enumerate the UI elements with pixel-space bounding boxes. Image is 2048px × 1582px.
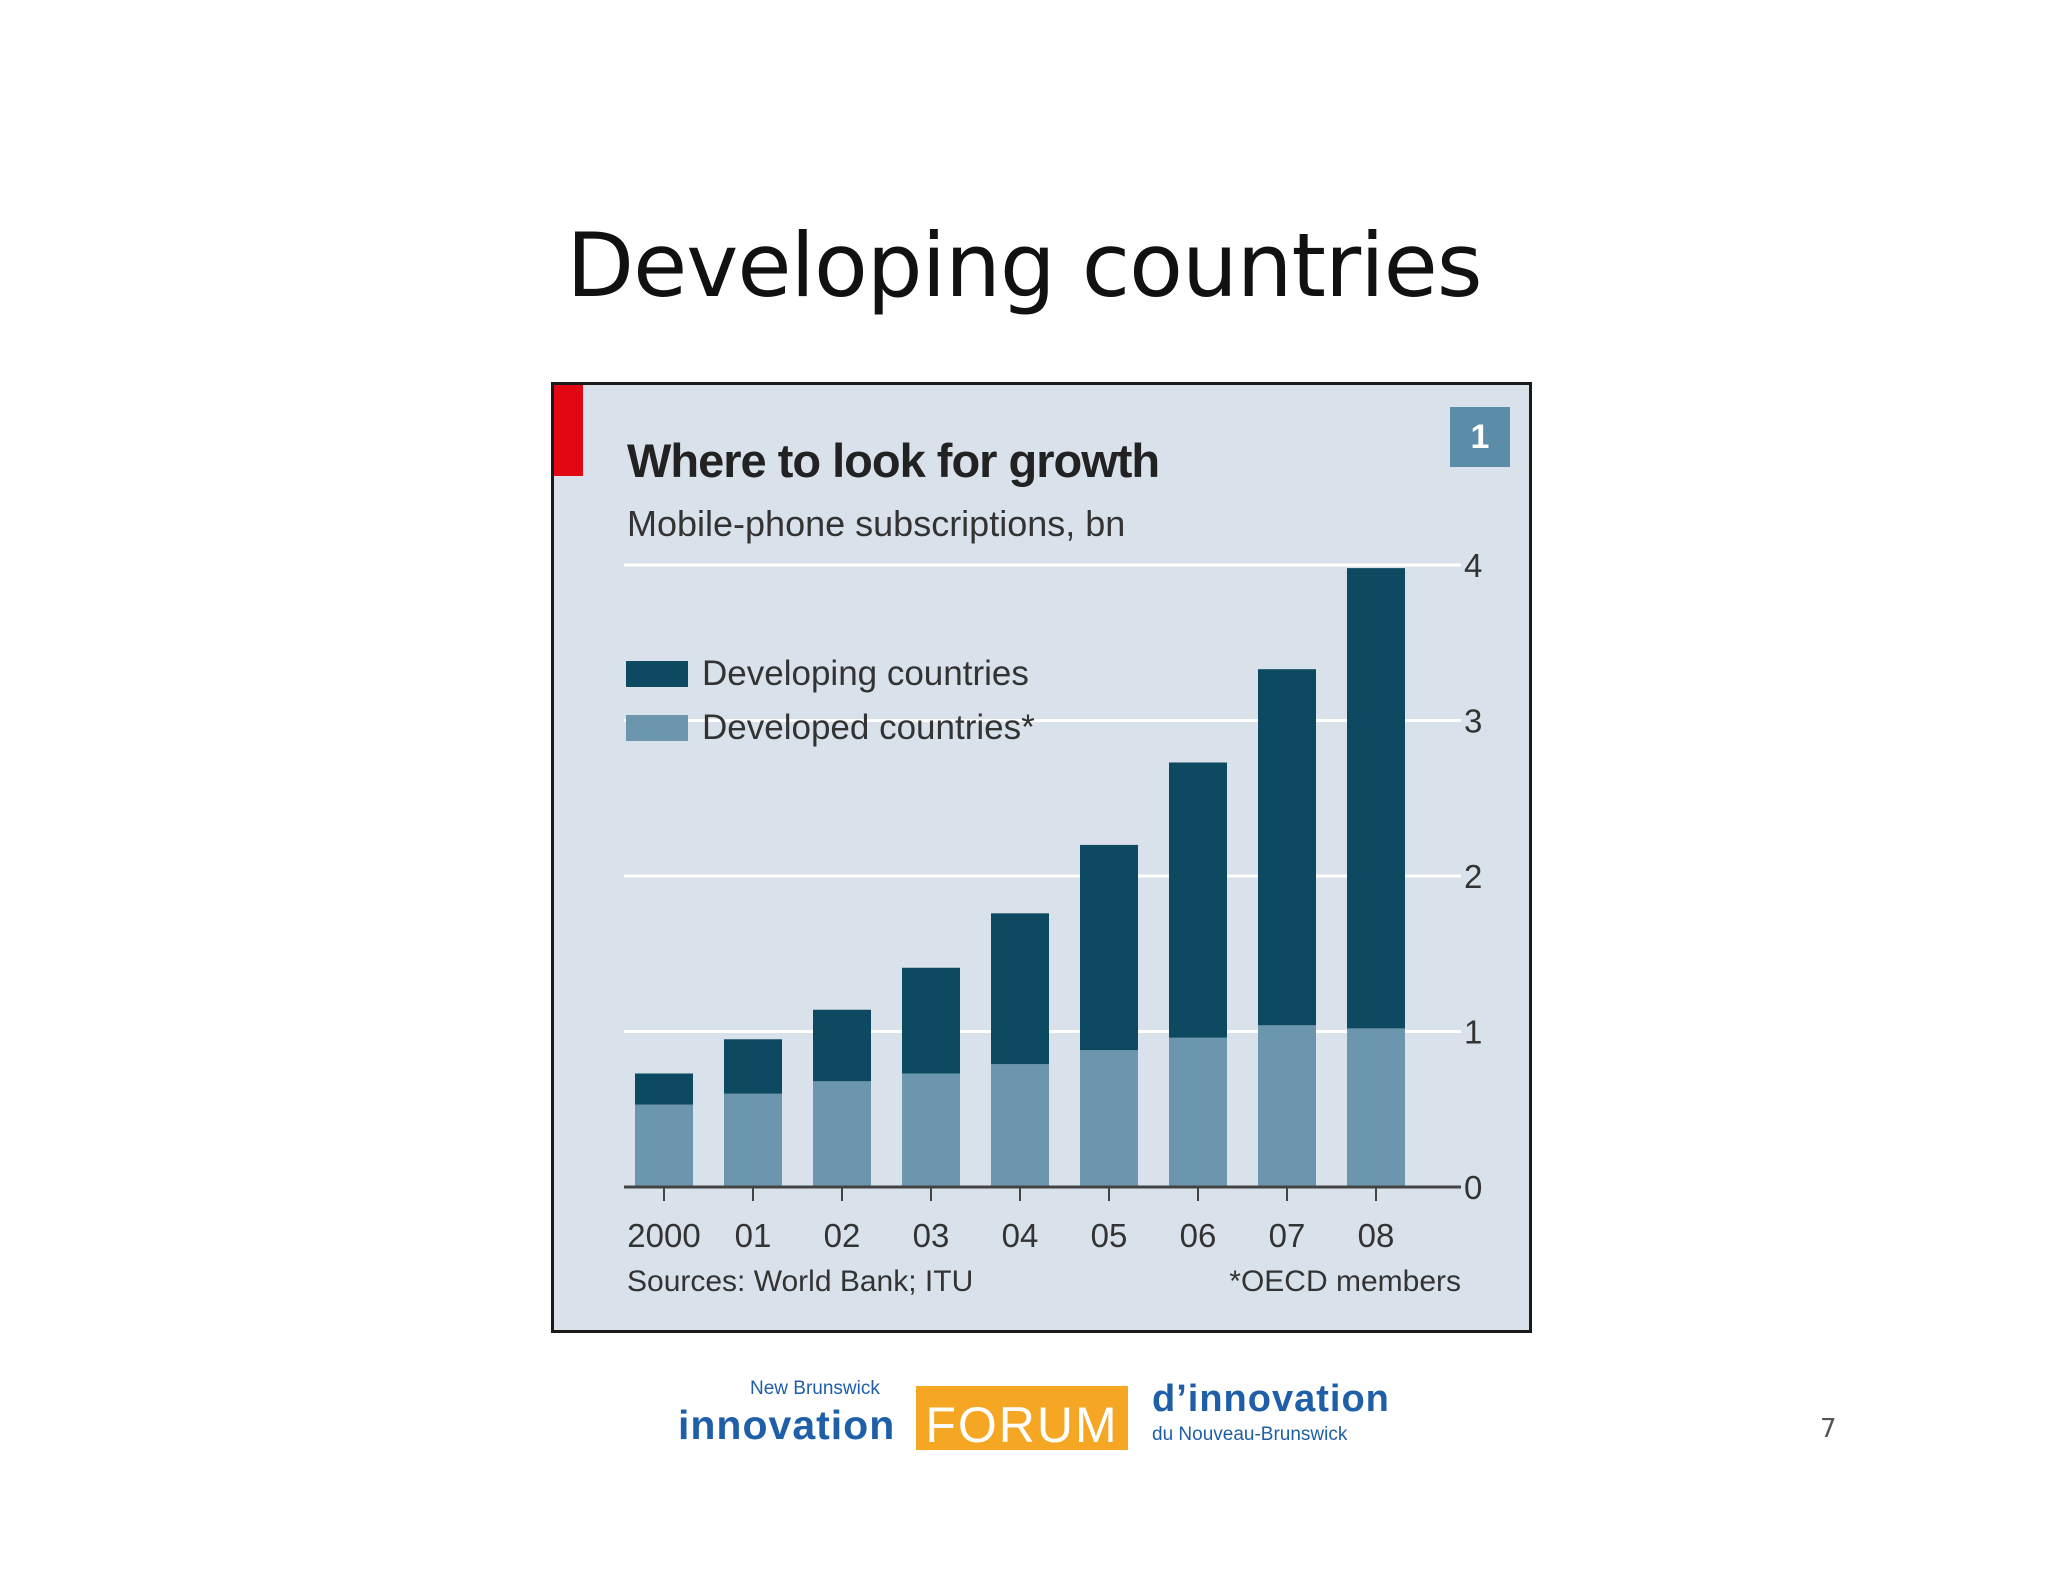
bar-developed [635, 1104, 693, 1187]
legend-item-developing: Developing countries [626, 647, 1035, 701]
bar-developing [724, 1039, 782, 1094]
bar-developed [724, 1093, 782, 1187]
x-tick-label: 2000 [627, 1217, 700, 1254]
gridlines [624, 563, 1461, 1033]
x-tick-label: 02 [824, 1217, 861, 1254]
bars [635, 568, 1405, 1187]
x-tick-label: 07 [1269, 1217, 1306, 1254]
logo-du-nouveau-brunswick: du Nouveau-Brunswick [1152, 1424, 1348, 1445]
bar-developing [1347, 568, 1405, 1029]
y-tick-label: 0 [1464, 1169, 1482, 1206]
logo-new-brunswick: New Brunswick [750, 1378, 880, 1399]
x-tick-label: 01 [735, 1217, 772, 1254]
bar-developing [635, 1073, 693, 1105]
page-number: 7 [1820, 1414, 1837, 1444]
logo-dinnovation: d’innovation [1152, 1378, 1390, 1420]
accent-flag [554, 385, 583, 476]
legend-item-developed: Developed countries* [626, 701, 1035, 755]
x-tick-label: 08 [1358, 1217, 1395, 1254]
chart-number-badge: 1 [1450, 407, 1510, 467]
legend: Developing countries Developed countries… [626, 647, 1035, 755]
bar-developing [813, 1009, 871, 1082]
y-tick-label: 2 [1464, 858, 1482, 895]
bar-developing [1169, 762, 1227, 1038]
y-tick-label: 1 [1464, 1014, 1482, 1051]
forum-logo: New Brunswick innovation FORUM d’innovat… [678, 1378, 1389, 1454]
bar-developed [1258, 1025, 1316, 1187]
legend-label-developing: Developing countries [702, 654, 1029, 693]
legend-swatch-developing [626, 661, 688, 687]
footnote: *OECD members [1229, 1265, 1461, 1298]
bar-developed [1169, 1037, 1227, 1187]
bar-developed [1347, 1028, 1405, 1187]
bar-developing [1258, 669, 1316, 1026]
bar-developed [1080, 1050, 1138, 1187]
legend-label-developed: Developed countries* [702, 708, 1035, 747]
chart-title: Where to look for growth [627, 434, 1160, 487]
bar-developing [991, 913, 1049, 1065]
x-tick-label: 04 [1002, 1217, 1039, 1254]
slide-title: Developing countries [566, 214, 1482, 317]
x-tick-label: 03 [913, 1217, 950, 1254]
bar-developed [991, 1064, 1049, 1187]
bar-developing [902, 967, 960, 1074]
y-tick-label: 3 [1464, 703, 1482, 740]
x-tick-label: 05 [1091, 1217, 1128, 1254]
chart-panel: Where to look for growth Mobile-phone su… [551, 382, 1532, 1333]
bar-developed [902, 1073, 960, 1187]
logo-forum: FORUM [916, 1386, 1128, 1450]
source-note: Sources: World Bank; ITU [627, 1265, 974, 1298]
bar-developing [1080, 844, 1138, 1051]
y-tick-label: 4 [1464, 547, 1482, 584]
bar-developed [813, 1081, 871, 1187]
legend-swatch-developed [626, 715, 688, 741]
logo-innovation: innovation [678, 1402, 896, 1448]
chart-subtitle: Mobile-phone subscriptions, bn [627, 503, 1126, 544]
x-tick-label: 06 [1180, 1217, 1217, 1254]
